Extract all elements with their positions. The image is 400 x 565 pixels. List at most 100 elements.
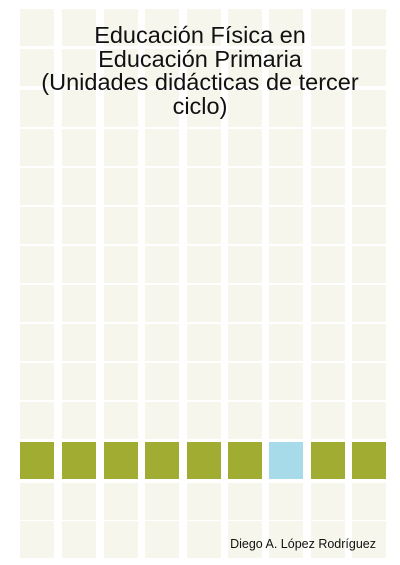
grid-tile xyxy=(269,246,303,283)
grid-tile xyxy=(269,324,303,361)
grid-tile xyxy=(352,129,386,166)
grid-tile xyxy=(104,129,138,166)
grid-tile xyxy=(352,9,386,46)
grid-tile xyxy=(228,9,262,46)
grid-tile xyxy=(104,402,138,439)
grid-tile xyxy=(145,285,179,322)
grid-tile xyxy=(228,168,262,205)
grid-tile xyxy=(269,207,303,244)
grid-tile xyxy=(20,521,54,558)
grid-tile xyxy=(187,207,221,244)
grid-tile xyxy=(311,285,345,322)
grid-tile xyxy=(145,402,179,439)
grid-tile xyxy=(228,483,262,520)
grid-tile xyxy=(104,363,138,400)
grid-tile xyxy=(352,90,386,127)
grid-tile xyxy=(20,90,54,127)
grid-tile xyxy=(187,246,221,283)
grid-tile xyxy=(228,207,262,244)
grid-tile xyxy=(145,363,179,400)
grid-tile xyxy=(62,285,96,322)
grid-tile xyxy=(62,129,96,166)
grid-tile xyxy=(145,521,179,558)
grid-tile xyxy=(62,402,96,439)
grid-tile xyxy=(104,324,138,361)
grid-tile xyxy=(311,483,345,520)
grid-tile xyxy=(352,285,386,322)
grid-tile xyxy=(62,168,96,205)
grid-tile xyxy=(62,207,96,244)
grid-tile xyxy=(311,49,345,86)
color-band-tile-green xyxy=(352,442,386,479)
grid-tile xyxy=(228,521,262,558)
grid-tile xyxy=(20,246,54,283)
grid-tile xyxy=(352,168,386,205)
color-band-tile-green xyxy=(145,442,179,479)
grid-tile xyxy=(352,207,386,244)
grid-tile xyxy=(269,483,303,520)
grid-tile xyxy=(269,521,303,558)
grid-tile xyxy=(228,246,262,283)
grid-tile xyxy=(352,324,386,361)
grid-tile xyxy=(62,363,96,400)
grid-tile xyxy=(269,90,303,127)
grid-tile xyxy=(311,9,345,46)
grid-tile xyxy=(20,129,54,166)
title-line-1: Educación Física en xyxy=(94,22,306,48)
grid-tile xyxy=(187,49,221,86)
grid-tile xyxy=(187,483,221,520)
grid-tile xyxy=(20,483,54,520)
grid-tile xyxy=(62,324,96,361)
grid-tile xyxy=(228,90,262,127)
grid-tile xyxy=(104,49,138,86)
grid-tile xyxy=(352,521,386,558)
grid-tile xyxy=(269,49,303,86)
grid-tile xyxy=(145,483,179,520)
grid-tile xyxy=(145,207,179,244)
grid-tile xyxy=(228,324,262,361)
grid-tile xyxy=(311,363,345,400)
grid-tile xyxy=(311,207,345,244)
title-line-3: (Unidades didácticas de tercer xyxy=(41,69,359,95)
grid-tile xyxy=(145,90,179,127)
grid-tile xyxy=(187,9,221,46)
grid-tile xyxy=(20,285,54,322)
grid-tile xyxy=(269,9,303,46)
grid-tile xyxy=(145,246,179,283)
grid-tile xyxy=(187,363,221,400)
grid-tile xyxy=(104,9,138,46)
title-line-4: ciclo) xyxy=(172,92,228,119)
grid-tile xyxy=(187,402,221,439)
grid-tile xyxy=(104,168,138,205)
grid-tile xyxy=(311,90,345,127)
grid-tile xyxy=(311,129,345,166)
title-line-2: Educación Primaria xyxy=(98,45,302,72)
grid-tile xyxy=(352,483,386,520)
grid-tile xyxy=(352,246,386,283)
grid-tile xyxy=(20,402,54,439)
grid-tile xyxy=(62,90,96,127)
grid-tile xyxy=(20,9,54,46)
grid-tile xyxy=(20,207,54,244)
grid-tile xyxy=(20,49,54,86)
grid-tile xyxy=(269,285,303,322)
grid-tile xyxy=(62,9,96,46)
color-band-tile-green xyxy=(311,442,345,479)
color-band-tile-green xyxy=(228,442,262,479)
grid-tile xyxy=(228,285,262,322)
grid-tile xyxy=(311,246,345,283)
grid-tile xyxy=(145,49,179,86)
grid-tile xyxy=(311,521,345,558)
grid-tile xyxy=(352,402,386,439)
grid-tile xyxy=(187,521,221,558)
grid-tile xyxy=(145,9,179,46)
grid-tile xyxy=(352,49,386,86)
grid-tile xyxy=(104,90,138,127)
color-band-tile-green xyxy=(104,442,138,479)
grid-tile xyxy=(228,363,262,400)
grid-tile xyxy=(352,363,386,400)
grid-tile xyxy=(311,168,345,205)
grid-tile xyxy=(187,168,221,205)
grid-tile xyxy=(104,483,138,520)
